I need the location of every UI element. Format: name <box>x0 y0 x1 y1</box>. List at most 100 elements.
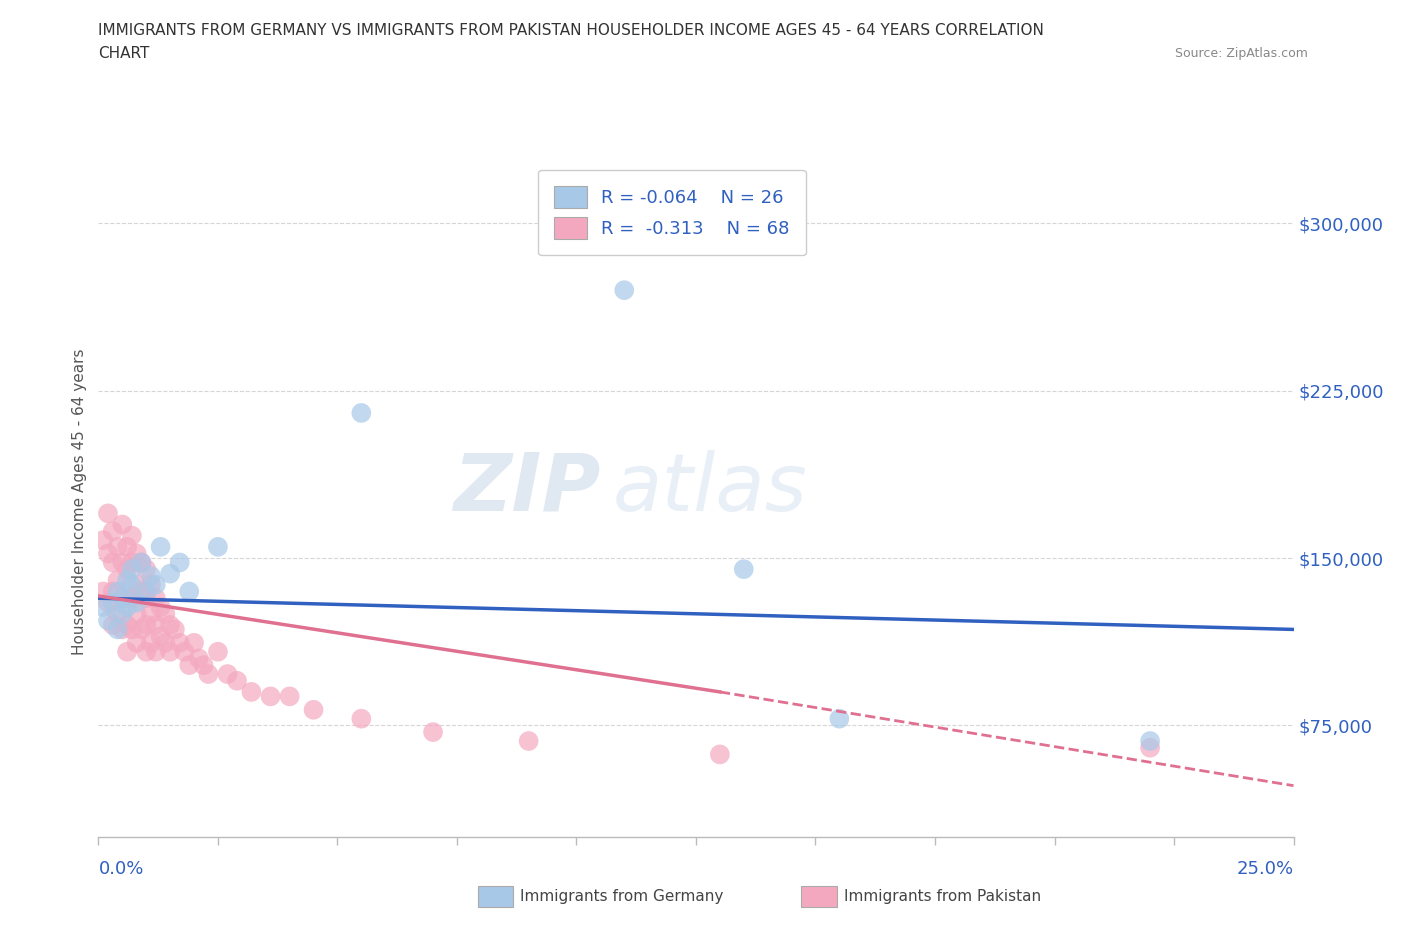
Point <box>125 578 148 592</box>
Point <box>131 622 153 637</box>
Point <box>709 747 731 762</box>
Point <box>179 584 201 599</box>
Point <box>139 635 162 650</box>
Point <box>139 568 162 583</box>
Text: Immigrants from Pakistan: Immigrants from Pakistan <box>844 889 1040 904</box>
Point <box>179 658 201 672</box>
Point <box>139 578 162 592</box>
Point <box>828 711 851 726</box>
Point <box>121 591 143 605</box>
Point <box>145 578 167 592</box>
Point <box>101 584 124 599</box>
Point <box>115 573 138 588</box>
Point <box>207 539 229 554</box>
Point <box>226 673 249 688</box>
Point <box>107 606 129 621</box>
Point <box>197 667 219 682</box>
Point <box>159 644 181 659</box>
Point <box>135 562 157 577</box>
Point <box>1139 740 1161 755</box>
Point <box>183 635 205 650</box>
Legend: R = -0.064    N = 26, R =  -0.313    N = 68: R = -0.064 N = 26, R = -0.313 N = 68 <box>538 170 806 256</box>
Point <box>169 635 191 650</box>
Point <box>111 517 134 532</box>
Point <box>733 562 755 577</box>
Point <box>517 734 540 749</box>
Point <box>163 622 186 637</box>
Text: 25.0%: 25.0% <box>1236 860 1294 878</box>
Point <box>121 622 143 637</box>
Point <box>135 644 157 659</box>
Point <box>207 644 229 659</box>
Point <box>111 555 134 570</box>
Point <box>131 584 153 599</box>
Point <box>115 600 138 615</box>
Point <box>97 613 120 628</box>
Point <box>125 635 148 650</box>
Point <box>101 595 124 610</box>
Point <box>125 546 148 561</box>
Point <box>422 724 444 739</box>
Point <box>193 658 215 672</box>
Point <box>91 533 114 548</box>
Text: 0.0%: 0.0% <box>98 860 143 878</box>
Point <box>111 606 134 621</box>
Point <box>97 546 120 561</box>
Point <box>115 618 138 632</box>
Text: Source: ZipAtlas.com: Source: ZipAtlas.com <box>1174 46 1308 60</box>
Point <box>107 573 129 588</box>
Point <box>187 651 209 666</box>
Point <box>613 283 636 298</box>
Text: Immigrants from Germany: Immigrants from Germany <box>520 889 724 904</box>
Point <box>115 539 138 554</box>
Point <box>107 622 129 637</box>
Point <box>101 524 124 538</box>
Point <box>149 600 172 615</box>
Point <box>350 405 373 420</box>
Point <box>121 555 143 570</box>
Point <box>149 539 172 554</box>
Point <box>135 591 157 605</box>
Point <box>111 591 134 605</box>
Point <box>159 618 181 632</box>
Point <box>121 562 143 577</box>
Point <box>350 711 373 726</box>
Point <box>97 595 120 610</box>
Text: atlas: atlas <box>612 450 807 528</box>
Point <box>107 584 129 599</box>
Point <box>111 622 134 637</box>
Point <box>91 584 114 599</box>
Point <box>97 506 120 521</box>
Point <box>131 555 153 570</box>
Point <box>121 578 143 592</box>
Point <box>145 644 167 659</box>
Point <box>91 600 114 615</box>
Point <box>121 528 143 543</box>
Point <box>131 555 153 570</box>
Point <box>125 595 148 610</box>
Point <box>115 562 138 577</box>
Point <box>139 606 162 621</box>
Point <box>259 689 281 704</box>
Point <box>155 635 177 650</box>
Point <box>1139 734 1161 749</box>
Point <box>145 591 167 605</box>
Point <box>159 566 181 581</box>
Point <box>145 618 167 632</box>
Point <box>115 644 138 659</box>
Point <box>111 591 134 605</box>
Point <box>135 618 157 632</box>
Point <box>302 702 325 717</box>
Point <box>135 584 157 599</box>
Point <box>125 606 148 621</box>
Text: ZIP: ZIP <box>453 450 600 528</box>
Point <box>155 606 177 621</box>
Point <box>115 591 138 605</box>
Point <box>278 689 301 704</box>
Point <box>107 539 129 554</box>
Point <box>101 555 124 570</box>
Point <box>149 629 172 644</box>
Point <box>169 555 191 570</box>
Text: CHART: CHART <box>98 46 150 61</box>
Point <box>217 667 239 682</box>
